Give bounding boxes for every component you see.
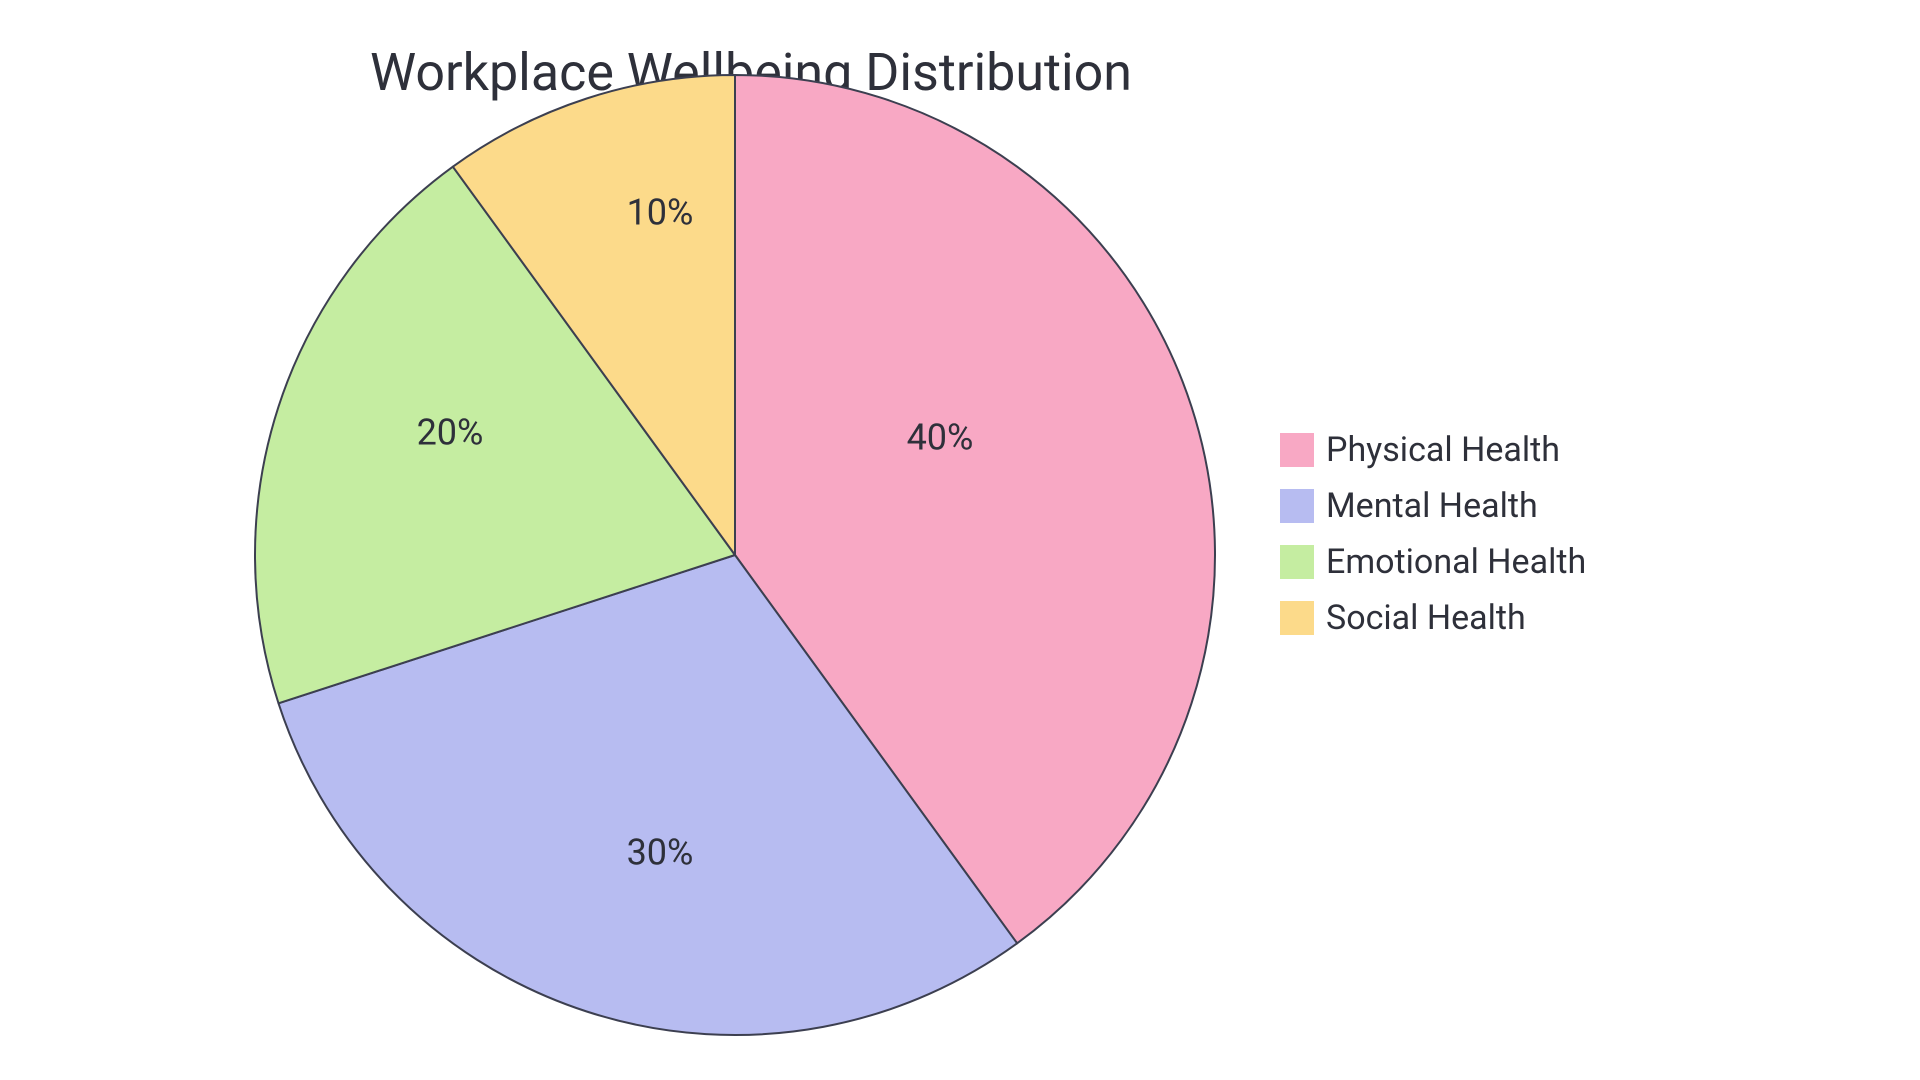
legend-swatch [1280, 601, 1314, 635]
legend-swatch [1280, 489, 1314, 523]
legend-label: Physical Health [1326, 430, 1560, 470]
legend-swatch [1280, 545, 1314, 579]
slice-percent-label: 10% [627, 192, 694, 234]
pie-slices [255, 75, 1215, 1035]
legend-swatch [1280, 433, 1314, 467]
legend-item: Emotional Health [1280, 542, 1586, 582]
slice-percent-label: 30% [627, 832, 694, 874]
legend: Physical Health Mental Health Emotional He… [1280, 430, 1586, 638]
slice-percent-label: 40% [907, 417, 974, 459]
pie-chart: 40% 30% 20% 10% [0, 0, 1920, 1080]
chart-container: Workplace Wellbeing Distribution 40%30%2… [0, 0, 1920, 1080]
legend-label: Social Health [1326, 598, 1526, 638]
legend-item: Physical Health [1280, 430, 1586, 470]
legend-item: Mental Health [1280, 486, 1586, 526]
slice-percent-label: 20% [417, 412, 484, 454]
legend-item: Social Health [1280, 598, 1586, 638]
legend-label: Mental Health [1326, 486, 1538, 526]
legend-label: Emotional Health [1326, 542, 1586, 582]
